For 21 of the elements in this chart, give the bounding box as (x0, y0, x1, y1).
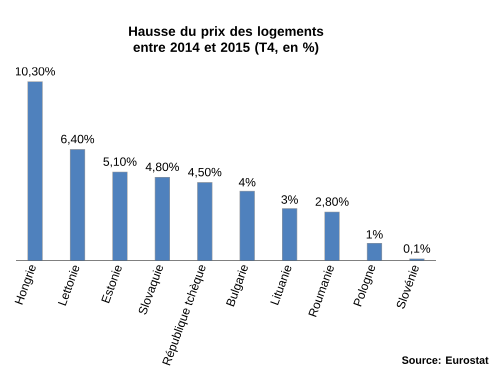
data-label: 0,1% (404, 244, 430, 254)
bar (282, 208, 298, 261)
bar (154, 176, 170, 261)
bar (70, 149, 86, 261)
data-label: 3% (281, 195, 298, 204)
bar (240, 190, 255, 261)
data-label: 1% (366, 230, 383, 239)
data-label: 4,80% (146, 162, 179, 173)
chart-title: Hausse du prix des logements entre 2014 et 2015 (T4, en %) (129, 26, 324, 55)
source-note: Source: Eurostat (402, 356, 488, 364)
bar (324, 212, 340, 261)
data-label: 5,10% (103, 157, 137, 168)
bar (197, 182, 212, 261)
data-label: 6,40% (61, 134, 94, 145)
data-label: 2,80% (316, 197, 349, 208)
bar (112, 172, 128, 261)
data-label: 10,30% (16, 67, 56, 77)
data-label: 4% (238, 178, 256, 186)
bar (366, 243, 382, 261)
bar (27, 81, 43, 261)
data-label: 4,50% (188, 168, 222, 178)
